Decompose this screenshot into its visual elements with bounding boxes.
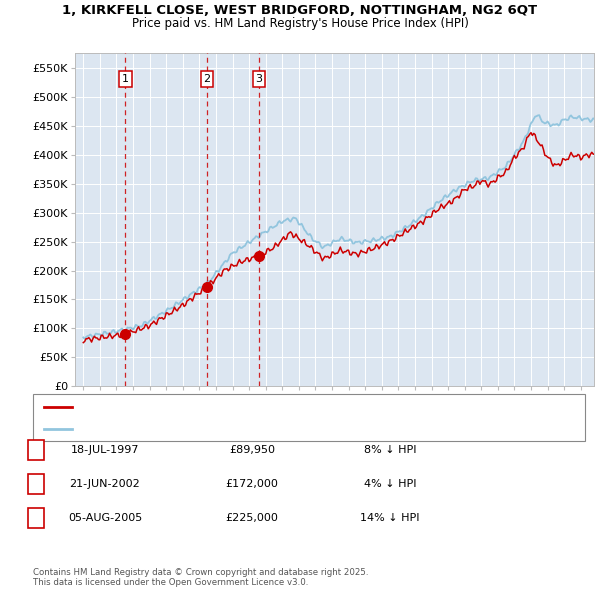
Text: Contains HM Land Registry data © Crown copyright and database right 2025.
This d: Contains HM Land Registry data © Crown c… — [33, 568, 368, 587]
Text: 1: 1 — [32, 445, 40, 454]
Text: 1, KIRKFELL CLOSE, WEST BRIDGFORD, NOTTINGHAM, NG2 6QT (detached house): 1, KIRKFELL CLOSE, WEST BRIDGFORD, NOTTI… — [77, 402, 485, 412]
Text: 18-JUL-1997: 18-JUL-1997 — [71, 445, 139, 454]
Text: 05-AUG-2005: 05-AUG-2005 — [68, 513, 142, 523]
Text: 14% ↓ HPI: 14% ↓ HPI — [360, 513, 420, 523]
Text: 1, KIRKFELL CLOSE, WEST BRIDGFORD, NOTTINGHAM, NG2 6QT: 1, KIRKFELL CLOSE, WEST BRIDGFORD, NOTTI… — [62, 4, 538, 17]
Text: £172,000: £172,000 — [226, 479, 278, 489]
Text: 21-JUN-2002: 21-JUN-2002 — [70, 479, 140, 489]
Text: 8% ↓ HPI: 8% ↓ HPI — [364, 445, 416, 454]
Text: 3: 3 — [256, 74, 262, 84]
Text: HPI: Average price, detached house, Rushcliffe: HPI: Average price, detached house, Rush… — [77, 424, 310, 434]
Text: 3: 3 — [32, 513, 40, 523]
Text: Price paid vs. HM Land Registry's House Price Index (HPI): Price paid vs. HM Land Registry's House … — [131, 17, 469, 30]
Text: £89,950: £89,950 — [229, 445, 275, 454]
Text: 2: 2 — [32, 479, 40, 489]
Text: £225,000: £225,000 — [226, 513, 278, 523]
Text: 1: 1 — [122, 74, 129, 84]
Text: 2: 2 — [203, 74, 211, 84]
Text: 4% ↓ HPI: 4% ↓ HPI — [364, 479, 416, 489]
